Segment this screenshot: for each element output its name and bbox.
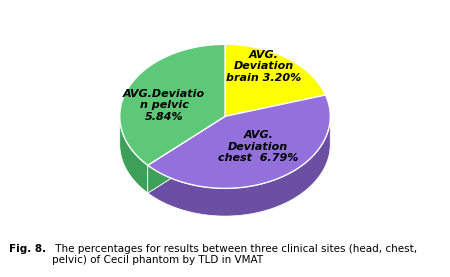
Polygon shape [148,95,330,188]
Text: AVG.
Deviation
chest  6.79%: AVG. Deviation chest 6.79% [218,130,298,163]
Polygon shape [120,44,225,165]
Text: The percentages for results between three clinical sites (head, chest,
pelvic) o: The percentages for results between thre… [52,244,417,265]
Polygon shape [148,116,225,193]
Polygon shape [225,44,325,116]
Text: AVG.
Deviation
brain 3.20%: AVG. Deviation brain 3.20% [226,50,302,83]
Polygon shape [148,118,330,216]
Text: Fig. 8.: Fig. 8. [9,244,46,254]
Polygon shape [148,116,225,193]
Text: AVG.Deviatio
n pelvic
5.84%: AVG.Deviatio n pelvic 5.84% [123,89,205,122]
Polygon shape [148,116,225,193]
Polygon shape [148,116,225,193]
Polygon shape [120,118,148,193]
